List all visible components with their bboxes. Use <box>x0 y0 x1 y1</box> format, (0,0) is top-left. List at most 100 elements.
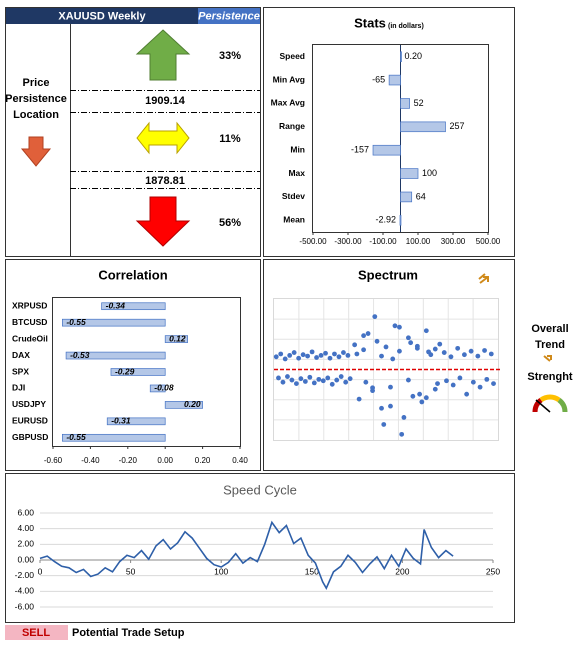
point <box>352 342 358 348</box>
point <box>388 403 393 409</box>
x-tick-label: -0.20 <box>119 456 138 465</box>
point <box>302 379 308 384</box>
trend-icon <box>543 355 552 362</box>
x-tick-label: 500.00 <box>476 237 501 246</box>
header-tab <box>198 8 260 24</box>
point <box>419 399 425 405</box>
x-tick-label: 300.00 <box>441 237 466 246</box>
y-tick-label: -4.00 <box>15 586 35 596</box>
lower-level: 1878.81 <box>145 175 185 187</box>
location-label: Persistence <box>5 93 67 105</box>
y-tick-label: -2.00 <box>15 570 35 580</box>
point <box>332 351 337 357</box>
point <box>374 338 380 344</box>
speed-cycle-panel <box>5 473 515 623</box>
point <box>305 353 310 359</box>
point <box>432 386 438 392</box>
value-label: 0.12 <box>169 333 186 343</box>
point <box>381 422 387 427</box>
upper-level: 1909.14 <box>145 95 186 107</box>
point <box>298 376 304 382</box>
point <box>341 350 346 355</box>
point <box>399 431 405 437</box>
category-label: DAX <box>12 350 30 360</box>
x-tick-label: 250 <box>486 566 500 576</box>
bar <box>110 368 166 376</box>
bar <box>61 318 166 327</box>
value-label: -0.31 <box>111 416 131 426</box>
value-label: -0.29 <box>115 366 135 376</box>
down-percent: 56% <box>219 217 241 229</box>
signal-box <box>5 625 68 640</box>
point <box>347 376 353 382</box>
chart-title: Spectrum <box>358 267 418 282</box>
value-label: 100 <box>422 168 437 178</box>
neutral-arrow <box>136 121 190 155</box>
correlation-plot-area <box>52 297 241 447</box>
point <box>426 349 431 355</box>
bar <box>164 401 203 409</box>
point <box>327 355 333 361</box>
point <box>323 350 328 356</box>
bar <box>400 121 446 133</box>
stats-panel <box>263 7 515 257</box>
location-label: Location <box>13 109 59 121</box>
point <box>289 377 295 383</box>
point <box>370 385 375 391</box>
caption: Potential Trade Setup <box>72 627 185 639</box>
bar <box>164 335 188 343</box>
category-label: EURUSD <box>12 416 48 426</box>
category-label: BTCUSD <box>12 317 47 327</box>
point <box>464 391 470 397</box>
point <box>325 375 331 381</box>
chart-subtitle: (in dollars) <box>388 23 424 30</box>
point <box>309 349 315 355</box>
point <box>477 384 483 390</box>
trend-label: Overall <box>531 323 568 335</box>
category-label: Mean <box>283 215 305 225</box>
x-tick-label: 200 <box>395 566 409 576</box>
point <box>356 396 362 402</box>
value-label: -0.55 <box>66 317 86 327</box>
point <box>343 379 349 385</box>
x-tick-label: -500.00 <box>299 237 327 246</box>
point <box>455 345 461 351</box>
location-arrow <box>20 136 52 167</box>
y-tick-label: -6.00 <box>15 601 35 611</box>
point <box>417 391 422 397</box>
x-tick-label: 0 <box>38 566 43 576</box>
point <box>316 376 322 382</box>
point <box>388 384 393 390</box>
x-tick-label: 100 <box>214 566 228 576</box>
point <box>314 355 319 360</box>
header-bar <box>6 8 198 24</box>
point <box>392 323 398 329</box>
point <box>363 379 369 385</box>
point <box>410 393 416 399</box>
point <box>484 376 490 382</box>
point <box>307 374 313 380</box>
y-tick-label: 4.00 <box>17 523 34 533</box>
point <box>361 347 366 353</box>
down-arrow <box>135 196 191 247</box>
category-label: CrudeOil <box>12 333 48 343</box>
y-tick-label: 2.00 <box>17 539 34 549</box>
trend-label: Strenght <box>527 371 573 383</box>
point <box>488 351 494 357</box>
middle-percent: 11% <box>219 133 241 145</box>
point <box>320 378 326 384</box>
point <box>294 381 299 386</box>
point <box>406 377 411 383</box>
point <box>397 348 402 354</box>
category-label: XRPUSD <box>12 300 47 310</box>
point <box>276 375 281 381</box>
category-label: Max <box>288 168 305 178</box>
point <box>383 344 389 350</box>
category-label: Range <box>279 121 305 131</box>
value-label: 0.20 <box>405 51 423 61</box>
point <box>457 375 463 381</box>
category-label: Min <box>290 144 305 154</box>
value-label: 52 <box>414 98 424 108</box>
point <box>444 378 449 384</box>
value-label: 0.20 <box>184 399 201 409</box>
